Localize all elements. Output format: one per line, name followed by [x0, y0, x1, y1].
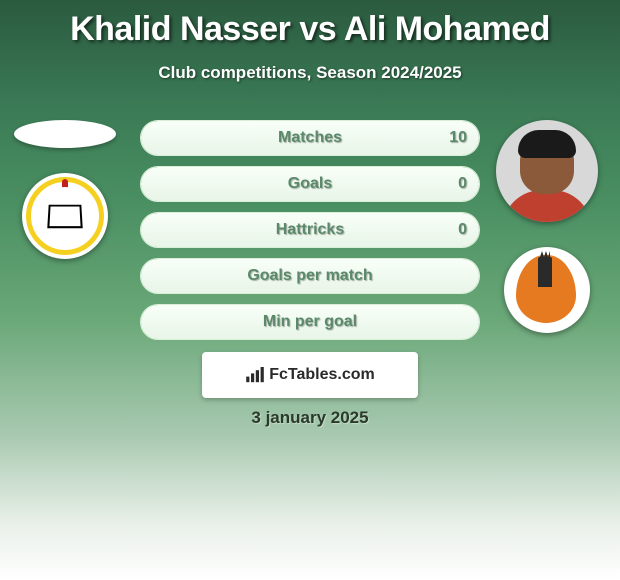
right-player-column	[492, 120, 602, 333]
stat-label: Goals per match	[141, 259, 479, 293]
source-watermark: FcTables.com	[202, 352, 418, 398]
comparison-subtitle: Club competitions, Season 2024/2025	[0, 63, 620, 83]
player-photo-left	[14, 120, 116, 148]
stat-value-right: 10	[449, 121, 467, 155]
player-photo-right	[496, 120, 598, 222]
stats-list: Matches10Goals0Hattricks0Goals per match…	[140, 120, 480, 350]
team-badge-left	[22, 173, 108, 259]
snapshot-date: 3 january 2025	[0, 408, 620, 428]
stat-value-right: 0	[458, 167, 467, 201]
left-player-column	[10, 120, 120, 259]
comparison-title: Khalid Nasser vs Ali Mohamed	[0, 0, 620, 49]
stat-row: Matches10	[140, 120, 480, 156]
stat-label: Matches	[141, 121, 479, 155]
stat-row: Hattricks0	[140, 212, 480, 248]
stat-row: Goals0	[140, 166, 480, 202]
stat-label: Hattricks	[141, 213, 479, 247]
stat-row: Goals per match	[140, 258, 480, 294]
bars-icon	[245, 367, 265, 383]
stat-label: Min per goal	[141, 305, 479, 339]
stat-value-right: 0	[458, 213, 467, 247]
team-badge-right	[504, 247, 590, 333]
watermark-text: FcTables.com	[269, 366, 375, 384]
stat-row: Min per goal	[140, 304, 480, 340]
stat-label: Goals	[141, 167, 479, 201]
